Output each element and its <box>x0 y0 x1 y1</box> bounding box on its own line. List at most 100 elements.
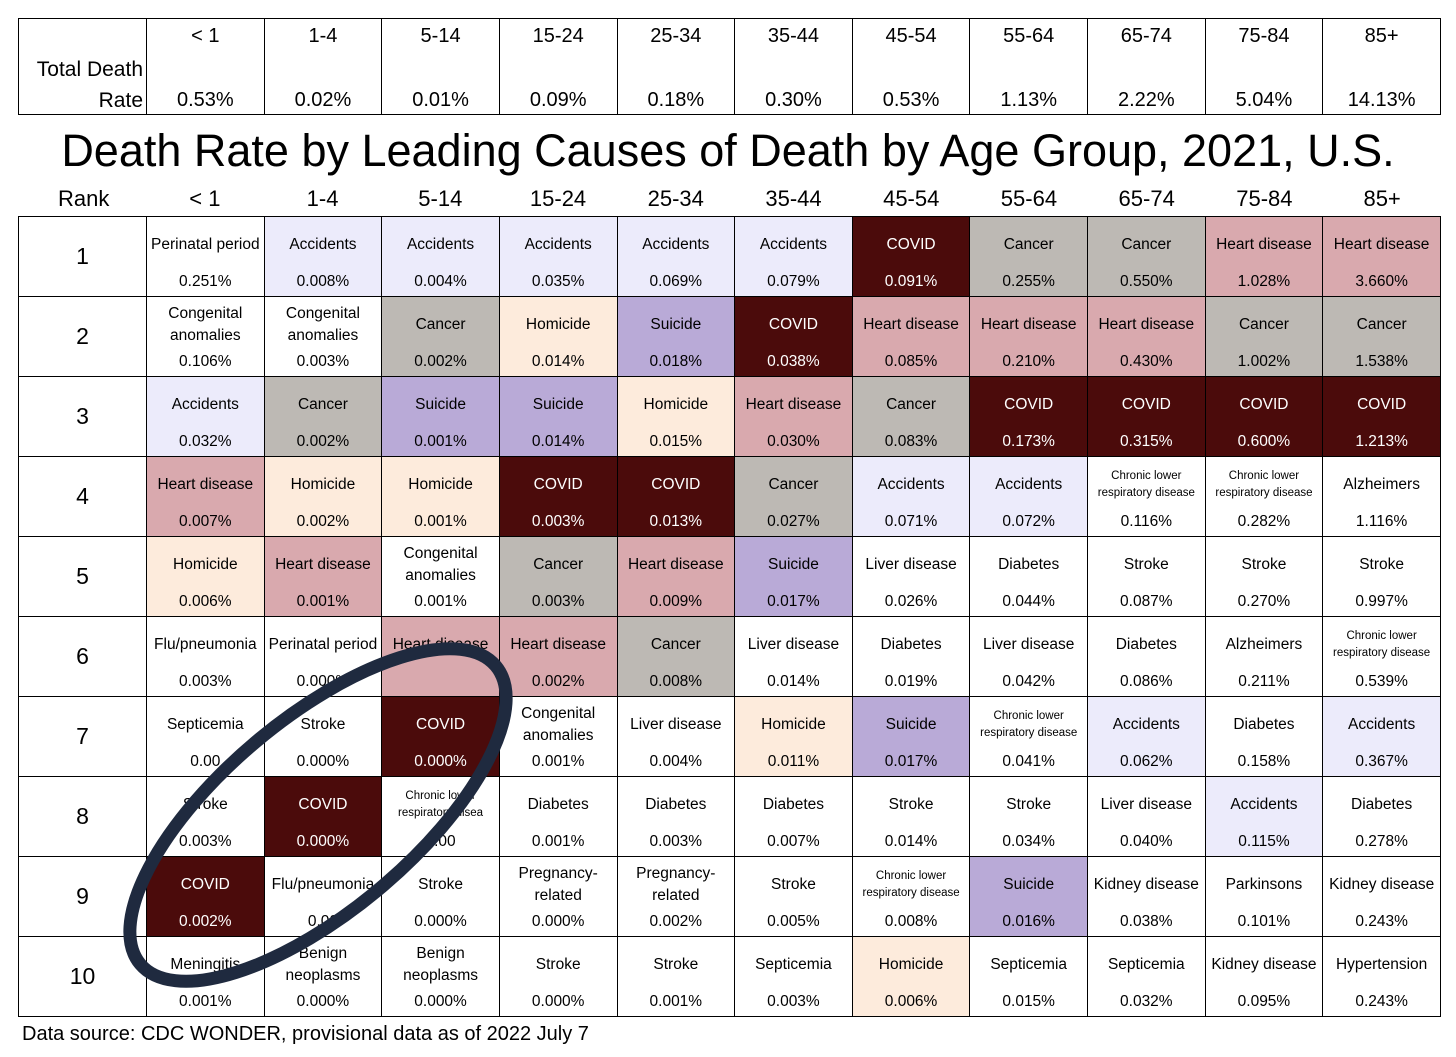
cause-rate: 0.251% <box>179 273 232 290</box>
cause-rate: 0.042% <box>1002 673 1055 690</box>
cause-cell: Meningitis 0.001% <box>146 936 265 1017</box>
cause-name: Pregnancy-related <box>636 865 716 904</box>
cause-cell: COVID 0.038% <box>734 296 853 377</box>
cause-name: Homicide <box>878 956 944 973</box>
rank-row: 9 COVID 0.002% Flu/pneumonia 0.00 Stroke 0.000… <box>18 856 1441 937</box>
column-header-row: Rank < 1 1-4 5-14 15-24 25-34 35-44 45-54 55-64… <box>18 182 1441 216</box>
cause-cell: Cancer 1.538% <box>1322 296 1441 377</box>
cause-name: Liver disease <box>630 716 722 733</box>
total-rate-cell: 1-4 0.02% <box>263 18 383 115</box>
cause-cell: Stroke 0.000% <box>263 696 383 777</box>
cause-name: Diabetes <box>880 636 942 653</box>
cause-name: Chronic lower respiratory disease <box>1097 470 1195 499</box>
cause-cell: Accidents 0.008% <box>263 216 383 297</box>
cause-rate: 0.00 <box>307 913 339 930</box>
cause-name: Diabetes <box>645 796 707 813</box>
cause-name: Stroke <box>888 796 934 813</box>
cause-cell: Stroke 0.997% <box>1322 536 1441 617</box>
cause-rate: 0.367% <box>1355 753 1408 770</box>
cause-name: Suicide <box>650 316 702 333</box>
total-rate-value: 2.22% <box>1117 89 1175 111</box>
cause-cell: COVID 0.000% <box>381 696 500 777</box>
total-rate-value: 0.30% <box>765 89 822 111</box>
age-group-header: 45-54 <box>883 186 940 211</box>
rank-number: 9 <box>18 856 147 937</box>
cause-cell: Septicemia 0.032% <box>1087 936 1206 1017</box>
cause-rate: 0.005% <box>767 913 820 930</box>
cause-rate: 0.278% <box>1355 833 1408 850</box>
cause-cell: Congenital anomalies 0.106% <box>146 296 265 377</box>
cause-rate: 0.116% <box>1120 513 1173 530</box>
cause-cell: Chronic lower respiratory disease 0.008% <box>851 856 971 937</box>
cause-name: Suicide <box>415 396 466 413</box>
cause-cell: Stroke 0.000% <box>381 856 500 937</box>
cause-rate: 0.003% <box>179 673 232 690</box>
cause-rate: 0.006% <box>179 593 232 610</box>
cause-cell: Diabetes 0.278% <box>1322 776 1441 857</box>
cause-cell: Congenital anomalies 0.001% <box>498 696 618 777</box>
cause-rate: 0.009% <box>649 593 703 610</box>
cause-cell: Suicide 0.017% <box>734 536 853 617</box>
cause-name: Homicide <box>761 716 826 733</box>
cause-cell: COVID 1.213% <box>1322 376 1441 457</box>
rank-number: 7 <box>18 696 147 777</box>
cause-rate: 0.038% <box>1120 913 1173 930</box>
cause-cell: Homicide 0.006% <box>146 536 265 617</box>
cause-cell: Cancer 1.002% <box>1204 296 1324 377</box>
cause-name: Suicide <box>885 716 937 733</box>
cause-name: Homicide <box>408 476 473 493</box>
age-group-header: 35-44 <box>765 186 822 211</box>
cause-name: Congenital anomalies <box>521 705 596 744</box>
cause-rate: 0.013% <box>649 513 703 530</box>
cause-rate: 0.115% <box>1238 833 1290 850</box>
rank-row: 3 Accidents 0.032% Cancer 0.002% Suicide 0.001… <box>18 376 1441 457</box>
age-group-header: 75-84 <box>1236 186 1293 211</box>
age-group-header: 15-24 <box>529 186 587 211</box>
total-age-label: 25-34 <box>650 25 702 47</box>
rank-row: 1 Perinatal period 0.251% Accidents 0.008% Ac… <box>18 216 1441 297</box>
cause-rate: 0.003% <box>179 833 232 850</box>
cause-cell: Stroke 0.014% <box>851 776 971 857</box>
cause-name: Kidney disease <box>1093 876 1199 893</box>
cause-name: Accidents <box>1230 796 1298 813</box>
cause-cell: Accidents 0.032% <box>146 376 265 457</box>
cause-name: Alzheimers <box>1225 636 1303 653</box>
cause-rate: 0.008% <box>296 273 350 290</box>
cause-rate: 0.014% <box>884 833 938 850</box>
cause-cell: Kidney disease 0.038% <box>1087 856 1206 937</box>
cause-name: Accidents <box>642 236 710 253</box>
cause-rate: 0.430% <box>1120 353 1173 370</box>
cause-rate: 0.210% <box>1002 353 1055 370</box>
cause-name: Heart disease <box>1098 316 1195 333</box>
cause-rate: 0.032% <box>1120 993 1173 1010</box>
cause-cell: Accidents 0.035% <box>498 216 618 297</box>
cause-cell: Accidents 0.004% <box>381 216 500 297</box>
cause-rate: 0.030% <box>767 433 820 450</box>
cause-rate: 0.034% <box>1002 833 1055 850</box>
total-rate-value: 0.53% <box>176 89 234 111</box>
cause-rate: 0.002% <box>531 673 585 690</box>
cause-name: Heart disease <box>1216 236 1312 253</box>
cause-rate: 0.00 <box>190 753 221 770</box>
cause-rate: 0.003% <box>649 833 703 850</box>
total-age-label: 15-24 <box>532 25 584 47</box>
rank-row: 4 Heart disease 0.007% Homicide 0.002% Homici… <box>18 456 1441 537</box>
cause-name: Cancer <box>1121 236 1172 253</box>
cause-name: Perinatal period <box>268 636 378 653</box>
cause-rate: 0.085% <box>884 353 938 370</box>
cause-rate: 0.282% <box>1237 513 1291 530</box>
cause-rate: 0.032% <box>179 433 232 450</box>
cause-name: Heart disease <box>980 316 1077 333</box>
cause-name: Septicemia <box>755 956 832 973</box>
cause-cell: Diabetes 0.086% <box>1087 616 1206 697</box>
cause-name: Septicemia <box>990 956 1068 973</box>
cause-rate: 0.002% <box>179 913 232 930</box>
total-age-label: 65-74 <box>1120 25 1172 47</box>
cause-name: Parkinsons <box>1225 876 1303 893</box>
cause-rate: 0.000% <box>296 753 350 770</box>
cause-cell: Suicide 0.016% <box>969 856 1088 937</box>
cause-cell: Cancer 0.083% <box>851 376 971 457</box>
cause-rate: 0.173% <box>1002 433 1055 450</box>
cause-cell: Cancer 0.550% <box>1087 216 1206 297</box>
cause-name: COVID <box>1004 396 1054 413</box>
